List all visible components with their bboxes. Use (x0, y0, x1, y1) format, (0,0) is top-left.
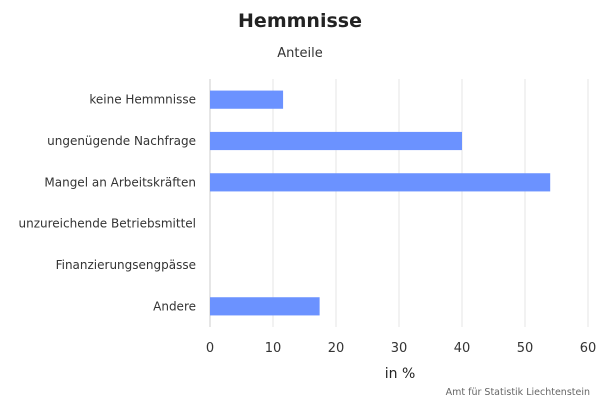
x-tick-label: 20 (328, 341, 345, 356)
x-axis-title: in % (385, 366, 416, 382)
bars (210, 90, 551, 316)
x-tick-label: 50 (517, 341, 534, 356)
x-tick-labels: 0 10 20 30 40 50 60 (206, 341, 596, 356)
credits: Amt für Statistik Liechtenstein (446, 387, 590, 398)
x-tick-label: 60 (580, 341, 597, 356)
category-label: ungenügende Nachfrage (47, 134, 196, 148)
category-label: unzureichende Betriebsmittel (19, 217, 197, 231)
x-tick-label: 40 (454, 341, 471, 356)
x-tick-label: 10 (265, 341, 282, 356)
category-label: Mangel an Arbeitskräften (44, 175, 196, 189)
bar[interactable] (210, 90, 284, 109)
x-tick-label: 0 (206, 341, 214, 356)
category-label: Finanzierungsengpässe (56, 258, 196, 272)
bar[interactable] (210, 297, 320, 316)
category-label: Andere (153, 299, 196, 313)
bar[interactable] (210, 131, 462, 151)
category-labels: keine Hemmnisse ungenügende Nachfrage Mang… (19, 93, 197, 314)
x-tick-label: 30 (391, 341, 408, 356)
category-label: keine Hemmnisse (89, 93, 196, 107)
grid-lines (209, 79, 589, 327)
chart-title: Hemmnisse (238, 10, 362, 32)
bar[interactable] (210, 173, 551, 192)
chart-subtitle: Anteile (277, 46, 322, 61)
